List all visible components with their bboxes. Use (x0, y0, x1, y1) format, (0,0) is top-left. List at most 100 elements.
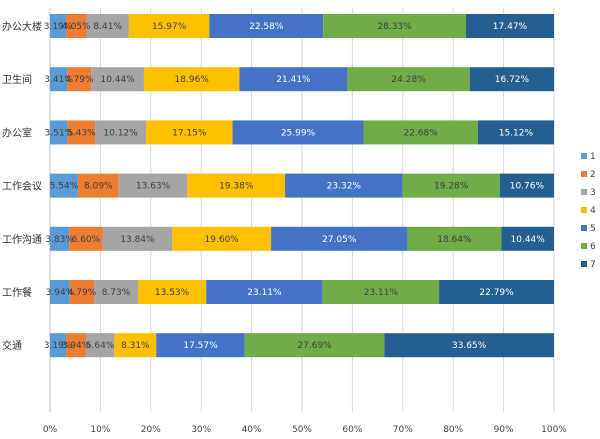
data-label: 3.41% (44, 75, 73, 85)
bar-segment (50, 226, 70, 251)
bar-segment (102, 226, 173, 251)
data-label: 4.79% (65, 75, 94, 85)
data-label: 17.57% (183, 341, 218, 351)
data-label: 3.51% (45, 128, 74, 138)
x-tick-label: 60% (342, 425, 362, 435)
category-label: 工作会议 (2, 180, 42, 193)
x-tick-label: 70% (393, 425, 413, 435)
bar-segment (143, 67, 240, 92)
data-label: 19.28% (434, 182, 469, 192)
bar-segment (118, 173, 188, 198)
bar-segment (67, 120, 96, 145)
data-label: 25.99% (281, 128, 316, 138)
legend-label: 1 (590, 152, 596, 162)
bar-segment (50, 280, 70, 304)
bar-segment (69, 226, 103, 251)
category-label: 办公室 (2, 126, 32, 139)
x-tick-label: 0% (43, 425, 58, 435)
bar-segment (465, 14, 554, 38)
legend-swatch (581, 225, 587, 231)
bar-segment (501, 226, 554, 251)
bar-segment (499, 173, 554, 198)
x-tick-label: 50% (292, 425, 312, 435)
category-label: 卫生间 (2, 73, 32, 86)
data-label: 13.84% (120, 235, 155, 245)
legend-swatch (581, 153, 587, 159)
data-label: 18.64% (437, 235, 472, 245)
data-label: 3.19% (44, 341, 73, 351)
bar-segment (67, 67, 92, 92)
data-label: 21.41% (276, 75, 311, 85)
data-label: 18.96% (175, 75, 210, 85)
data-label: 27.05% (322, 235, 357, 245)
bar-segment (91, 67, 144, 92)
bar-segment (187, 173, 286, 198)
legend-swatch (581, 207, 587, 213)
data-label: 19.60% (205, 235, 240, 245)
bar-segment (50, 333, 67, 358)
data-label: 6.60% (72, 235, 101, 245)
bar-segment (322, 280, 440, 304)
data-label: 23.11% (364, 288, 399, 298)
data-label: 10.44% (100, 75, 135, 85)
bar-segment (50, 120, 68, 145)
x-axis-tick-labels: 0% 10% 20% 30% 40% 50% 60% 70% 80% 90% 100% (43, 425, 567, 435)
data-label: 28.33% (377, 22, 412, 32)
bar-segment (156, 333, 245, 358)
legend-swatch (581, 171, 587, 177)
data-label: 23.11% (247, 288, 282, 298)
bar-segment (95, 120, 147, 145)
data-label: 22.79% (479, 288, 514, 298)
category-label: 工作沟通 (2, 233, 42, 246)
data-label: 8.09% (84, 182, 113, 192)
data-label: 3.94% (46, 288, 75, 298)
legend-label: 5 (590, 224, 596, 234)
bar-segment (477, 120, 554, 145)
category-label: 工作餐 (2, 286, 32, 299)
bar-segment (137, 280, 207, 304)
data-label: 23.32% (327, 182, 362, 192)
data-label: 33.65% (452, 341, 487, 351)
legend-swatch (581, 243, 587, 249)
data-label: 5.64% (86, 341, 115, 351)
data-label: 3.19% (44, 22, 73, 32)
data-label: 4.79% (68, 288, 97, 298)
bar-segment (69, 280, 94, 304)
data-label: 5.54% (50, 182, 79, 192)
bar-segment (439, 280, 554, 304)
x-tick-label: 20% (141, 425, 161, 435)
legend-label: 4 (590, 206, 596, 216)
bar-segment (50, 173, 78, 198)
data-label: 17.47% (493, 22, 528, 32)
bar-segment (271, 226, 408, 251)
data-label: 5.43% (67, 128, 96, 138)
bar-segment (50, 14, 67, 38)
bar-segment (239, 67, 348, 92)
data-label: 22.58% (249, 22, 284, 32)
bar-segment (93, 280, 138, 304)
data-label: 3.94% (62, 341, 91, 351)
legend: 1 2 3 4 5 6 7 (581, 152, 596, 270)
bar-segment (323, 14, 466, 38)
legend-label: 6 (590, 242, 596, 252)
data-label: 4.05% (62, 22, 91, 32)
legend-swatch (581, 261, 587, 267)
bar-segment (128, 14, 210, 38)
bar-segment (50, 67, 68, 92)
legend-label: 2 (590, 170, 596, 180)
data-label: 15.12% (499, 128, 534, 138)
bar-segment (402, 173, 500, 198)
data-label: 15.97% (152, 22, 187, 32)
data-label: 8.73% (102, 288, 131, 298)
x-tick-label: 10% (90, 425, 110, 435)
x-tick-label: 40% (242, 425, 262, 435)
category-label: 办公大楼 (2, 20, 42, 33)
data-label: 13.53% (155, 288, 190, 298)
bar-segment (363, 120, 478, 145)
bar-segment (285, 173, 403, 198)
data-label: 22.68% (403, 128, 438, 138)
data-label: 24.28% (391, 75, 426, 85)
bar-segment (407, 226, 502, 251)
data-label: 10.12% (103, 128, 138, 138)
